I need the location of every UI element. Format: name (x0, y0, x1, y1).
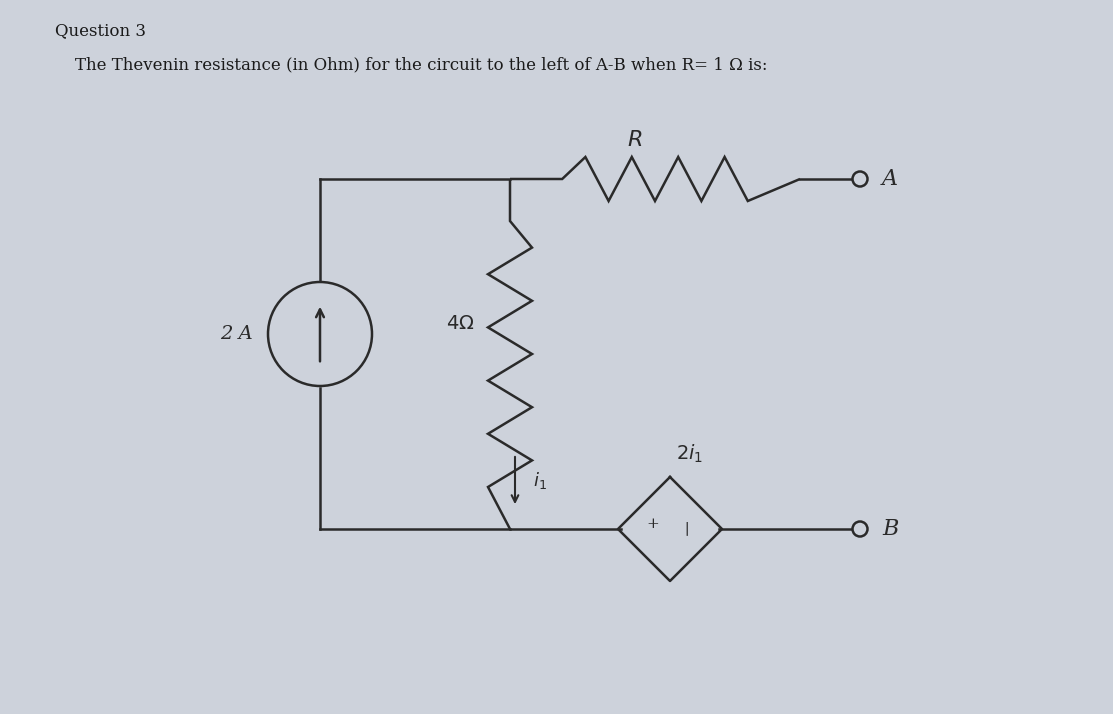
Circle shape (853, 171, 867, 186)
Text: 2 A: 2 A (220, 325, 253, 343)
Text: $2i_1$: $2i_1$ (677, 443, 703, 465)
Text: The Thevenin resistance (in Ohm) for the circuit to the left of A-B when R= 1 Ω : The Thevenin resistance (in Ohm) for the… (75, 56, 768, 73)
Text: B: B (881, 518, 898, 540)
Text: $R$: $R$ (628, 129, 642, 151)
Text: ∣: ∣ (684, 522, 689, 536)
Circle shape (853, 521, 867, 536)
Text: A: A (881, 168, 898, 190)
Text: $4\Omega$: $4\Omega$ (446, 315, 475, 333)
Text: Question 3: Question 3 (55, 22, 146, 39)
Text: $i_1$: $i_1$ (533, 470, 546, 491)
Text: +: + (647, 517, 659, 531)
